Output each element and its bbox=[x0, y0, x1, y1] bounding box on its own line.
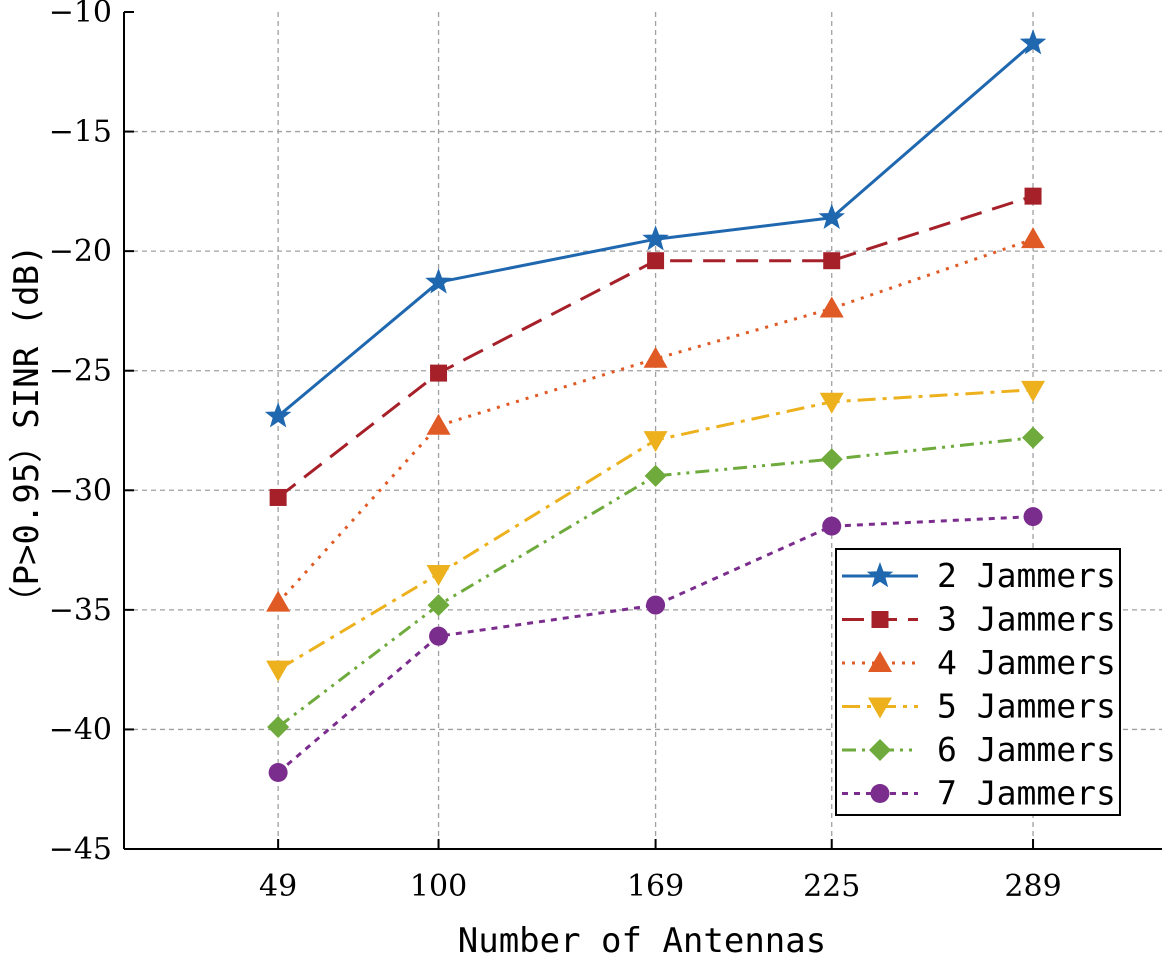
legend-item: 2 Jammers bbox=[842, 556, 1116, 595]
y-tick-label: −30 bbox=[49, 473, 112, 508]
x-tick-label: 169 bbox=[627, 869, 684, 904]
y-tick-label: −45 bbox=[49, 832, 112, 867]
data-point bbox=[819, 296, 844, 318]
legend-item: 3 Jammers bbox=[842, 600, 1116, 639]
series-line bbox=[277, 436, 1034, 729]
legend-label: 6 Jammers bbox=[937, 730, 1116, 769]
legend: 2 Jammers 3 Jammers 4 Jammers 5 Jammers 6 Ja… bbox=[835, 548, 1121, 816]
data-point bbox=[1021, 227, 1046, 249]
series-6-jammers bbox=[267, 426, 1045, 739]
x-tick-label: 225 bbox=[803, 869, 860, 904]
legend-item: 7 Jammers bbox=[842, 774, 1116, 813]
series bbox=[264, 29, 1047, 782]
legend-label: 2 Jammers bbox=[937, 556, 1116, 595]
data-point bbox=[647, 252, 665, 270]
series-5-jammers bbox=[266, 380, 1046, 682]
legend-item: 6 Jammers bbox=[842, 730, 1116, 769]
y-axis-label: （P>0.95）SINR (dB) bbox=[7, 244, 47, 619]
legend-item: 4 Jammers bbox=[842, 643, 1116, 682]
data-point bbox=[427, 594, 450, 617]
data-point bbox=[646, 595, 666, 615]
data-point bbox=[425, 268, 452, 294]
y-tick-label: −35 bbox=[49, 593, 112, 628]
legend-label: 5 Jammers bbox=[937, 687, 1116, 726]
legend-marker bbox=[866, 562, 894, 588]
legend-item: 5 Jammers bbox=[842, 687, 1116, 726]
data-point bbox=[1024, 187, 1042, 205]
legend-marker bbox=[868, 651, 892, 672]
legend-label: 7 Jammers bbox=[937, 774, 1116, 813]
series-3-jammers bbox=[269, 187, 1042, 506]
data-point bbox=[823, 252, 841, 270]
legend-marker bbox=[871, 611, 889, 628]
legend-marker bbox=[868, 697, 892, 719]
legend-marker bbox=[870, 784, 890, 803]
data-point bbox=[426, 413, 451, 435]
data-point bbox=[819, 392, 844, 414]
data-point bbox=[269, 488, 287, 506]
y-tick-label: −40 bbox=[49, 712, 112, 747]
series-4-jammers bbox=[266, 227, 1046, 612]
legend-box bbox=[835, 548, 1121, 816]
data-point bbox=[264, 402, 292, 428]
legend-marker bbox=[869, 739, 891, 761]
data-point bbox=[643, 346, 668, 368]
data-point bbox=[1019, 29, 1047, 55]
data-point bbox=[426, 564, 451, 586]
series-line bbox=[277, 515, 1034, 774]
data-point bbox=[266, 590, 291, 612]
data-point bbox=[1023, 507, 1043, 527]
series-2-jammers bbox=[264, 29, 1047, 428]
axes: −10 −15 −20 −25 −30 −35 −40 −45 49 100 169 225 289 bbox=[49, 0, 1162, 904]
y-tick-label: −15 bbox=[49, 115, 112, 150]
data-point bbox=[1021, 380, 1046, 402]
data-point bbox=[820, 448, 843, 471]
y-tick-label: −25 bbox=[49, 354, 112, 389]
data-point bbox=[1022, 426, 1045, 449]
series-7-jammers bbox=[268, 507, 1043, 782]
data-point bbox=[429, 626, 449, 646]
data-point bbox=[643, 431, 668, 453]
series-line bbox=[276, 237, 1034, 604]
data-point bbox=[430, 364, 448, 382]
data-point bbox=[642, 225, 669, 251]
data-point bbox=[644, 464, 667, 487]
legend-label: 4 Jammers bbox=[937, 643, 1116, 682]
x-axis-label: Number of Antennas bbox=[458, 921, 826, 957]
x-tick-label: 49 bbox=[259, 869, 297, 904]
legend-label: 3 Jammers bbox=[937, 600, 1116, 639]
x-tick-label: 100 bbox=[410, 869, 467, 904]
y-tick-label: −20 bbox=[49, 234, 112, 269]
data-point bbox=[822, 516, 842, 536]
data-point bbox=[268, 762, 288, 782]
x-tick-label: 289 bbox=[1004, 869, 1061, 904]
data-point bbox=[818, 203, 845, 229]
data-point bbox=[266, 660, 291, 682]
data-point bbox=[267, 716, 290, 739]
y-tick-label: −10 bbox=[49, 0, 112, 30]
